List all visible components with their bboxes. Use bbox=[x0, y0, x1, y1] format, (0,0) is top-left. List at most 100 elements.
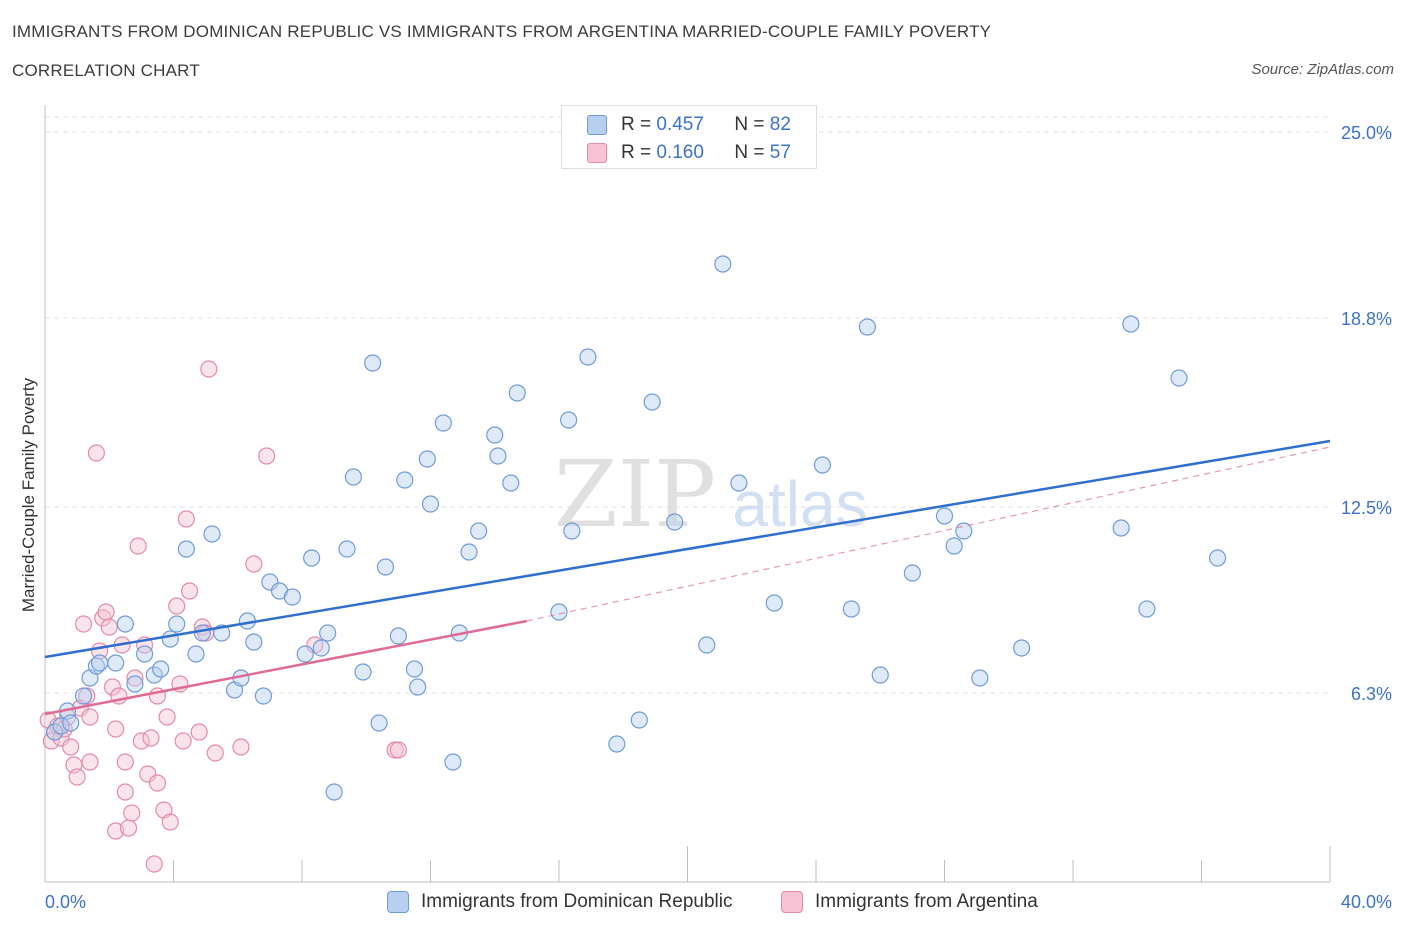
data-point-dominican bbox=[502, 474, 520, 492]
chart-title-line1: IMMIGRANTS FROM DOMINICAN REPUBLIC VS IM… bbox=[12, 22, 992, 41]
bottom-legend-swatch-pink bbox=[781, 891, 803, 913]
data-point-dominican bbox=[203, 525, 221, 543]
data-point-argentina bbox=[161, 813, 179, 831]
data-point-argentina bbox=[129, 537, 147, 555]
data-point-dominican bbox=[813, 456, 832, 474]
data-point-dominican bbox=[630, 711, 648, 729]
data-point-dominican bbox=[52, 717, 70, 735]
x-tick-label-max: 40.0% bbox=[1341, 892, 1392, 912]
data-point-dominican bbox=[135, 645, 154, 663]
data-point-dominican bbox=[344, 468, 362, 486]
data-point-dominican bbox=[489, 447, 507, 465]
data-point-dominican bbox=[714, 255, 732, 273]
data-point-argentina bbox=[107, 822, 125, 840]
y-axis-label: Married-Couple Family Poverty bbox=[19, 377, 38, 612]
data-point-dominican bbox=[1208, 549, 1227, 567]
regression-line-argentina-extended bbox=[526, 446, 1331, 622]
data-point-dominican bbox=[168, 615, 186, 633]
data-point-argentina bbox=[62, 738, 80, 756]
legend-r-label: R = bbox=[621, 114, 652, 135]
data-point-argentina bbox=[100, 618, 118, 636]
data-point-argentina bbox=[389, 741, 407, 759]
data-point-dominican bbox=[161, 630, 179, 648]
data-point-argentina bbox=[174, 732, 192, 750]
bottom-legend-swatch-blue bbox=[387, 891, 409, 913]
legend-r-value-dominican: 0.457 bbox=[656, 114, 704, 135]
data-point-dominican bbox=[325, 783, 343, 801]
data-point-dominican bbox=[434, 414, 452, 432]
data-point-argentina bbox=[145, 855, 163, 873]
legend-n-value-argentina: 57 bbox=[769, 142, 791, 163]
bottom-legend-argentina: Immigrants from Argentina bbox=[781, 889, 1038, 915]
x-tick-label-min: 0.0% bbox=[45, 892, 86, 912]
data-point-dominican bbox=[389, 627, 407, 645]
data-point-dominican bbox=[354, 663, 372, 681]
data-point-dominican bbox=[1012, 639, 1031, 657]
data-point-argentina bbox=[158, 708, 176, 726]
data-point-dominican bbox=[421, 495, 440, 513]
chart-title-line2: CORRELATION CHART bbox=[12, 61, 200, 80]
data-point-dominican bbox=[730, 474, 748, 492]
data-point-argentina bbox=[177, 510, 195, 528]
data-point-dominican bbox=[903, 564, 921, 582]
data-point-argentina bbox=[142, 729, 160, 747]
legend-n-label: N = bbox=[734, 142, 765, 163]
data-point-dominican bbox=[1122, 315, 1140, 333]
data-point-argentina bbox=[123, 804, 141, 822]
data-point-argentina bbox=[190, 723, 208, 741]
data-point-dominican bbox=[126, 675, 144, 693]
data-point-dominican bbox=[935, 507, 954, 525]
data-point-argentina bbox=[206, 744, 224, 762]
data-point-dominican bbox=[193, 624, 212, 642]
data-point-dominican bbox=[338, 540, 356, 558]
data-point-dominican bbox=[409, 678, 427, 696]
data-point-dominican bbox=[971, 669, 989, 687]
data-point-dominican bbox=[177, 540, 195, 558]
watermark-zip: ZIP bbox=[554, 441, 716, 548]
data-point-argentina bbox=[107, 720, 125, 738]
data-point-dominican bbox=[945, 537, 963, 555]
correlation-legend: R = 0.457 N = 82 R = 0.160 N = 57 bbox=[561, 105, 817, 169]
data-point-dominican bbox=[444, 753, 462, 771]
data-point-dominican bbox=[364, 354, 382, 372]
legend-row-dominican: R = 0.457 N = 82 bbox=[587, 113, 791, 137]
data-point-argentina bbox=[132, 732, 150, 750]
data-point-dominican bbox=[91, 654, 109, 672]
bottom-legend-label-argentina: Immigrants from Argentina bbox=[815, 891, 1038, 912]
data-point-argentina bbox=[200, 360, 218, 378]
data-point-dominican bbox=[608, 735, 626, 753]
y-tick-label: 18.8% bbox=[1341, 309, 1392, 329]
data-point-dominican bbox=[508, 384, 526, 402]
data-point-argentina bbox=[232, 738, 250, 756]
data-point-dominican bbox=[283, 588, 301, 606]
data-point-dominican bbox=[187, 645, 205, 663]
data-point-dominican bbox=[87, 657, 106, 675]
data-point-argentina bbox=[116, 753, 134, 771]
data-point-dominican bbox=[116, 615, 134, 633]
data-point-dominican bbox=[858, 318, 877, 336]
data-point-dominican bbox=[643, 393, 661, 411]
data-point-argentina bbox=[245, 555, 263, 573]
data-point-dominican bbox=[698, 636, 716, 654]
data-point-argentina bbox=[119, 819, 138, 837]
legend-swatch-pink bbox=[587, 143, 607, 163]
legend-r-label: R = bbox=[621, 142, 652, 163]
data-point-dominican bbox=[1138, 600, 1156, 618]
legend-swatch-blue bbox=[587, 115, 607, 135]
data-point-argentina bbox=[42, 732, 61, 750]
source-label: Source: ZipAtlas.com bbox=[1251, 61, 1394, 78]
data-point-dominican bbox=[245, 633, 263, 651]
data-point-dominican bbox=[107, 654, 125, 672]
data-point-dominican bbox=[470, 522, 488, 540]
data-point-dominican bbox=[579, 348, 597, 366]
data-point-argentina bbox=[97, 603, 115, 621]
data-point-dominican bbox=[871, 666, 889, 684]
data-point-argentina bbox=[168, 597, 186, 615]
bottom-legend-label-dominican: Immigrants from Dominican Republic bbox=[421, 891, 733, 912]
data-point-argentina bbox=[68, 768, 86, 786]
y-tick-label: 6.3% bbox=[1351, 684, 1392, 704]
data-point-dominican bbox=[460, 543, 478, 561]
data-point-dominican bbox=[396, 471, 414, 489]
data-point-argentina bbox=[126, 669, 144, 687]
y-tick-label: 12.5% bbox=[1341, 498, 1392, 518]
